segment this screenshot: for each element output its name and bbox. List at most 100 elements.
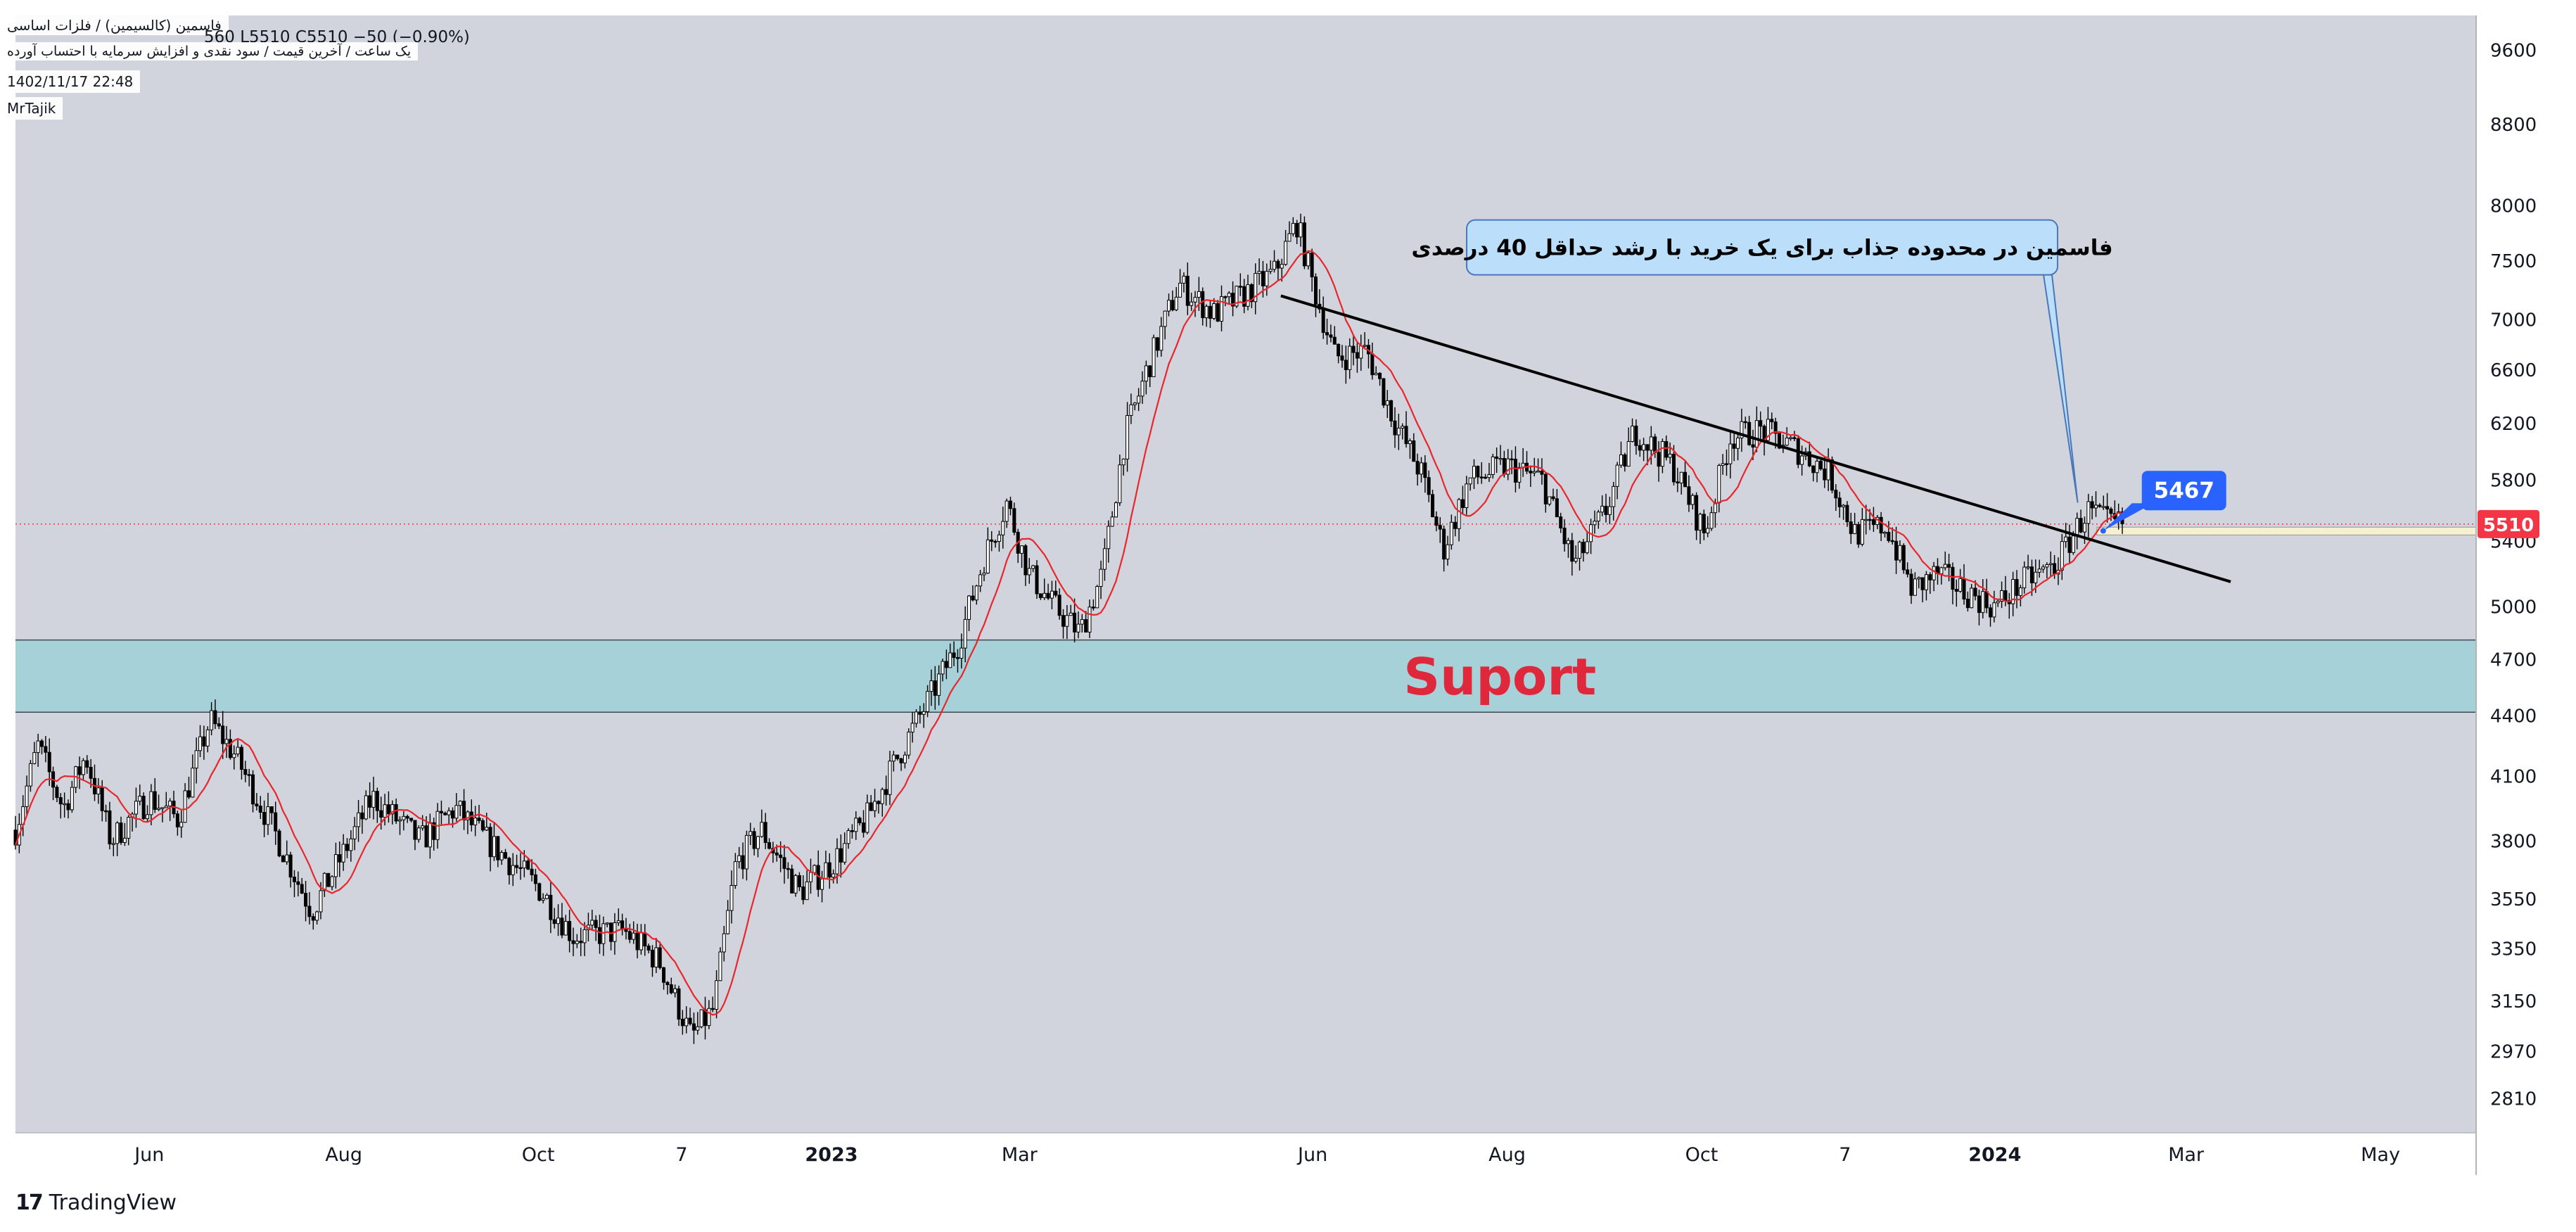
candle: [1114, 501, 1118, 518]
candle: [2045, 562, 2049, 579]
support-zone-layer: Suport: [15, 523, 2477, 713]
candle: [2090, 495, 2094, 520]
candle: [854, 811, 858, 840]
price-band: [2096, 526, 2477, 535]
support-zone[interactable]: [15, 640, 2476, 713]
candle: [1954, 579, 1958, 607]
candle: [345, 838, 349, 858]
trendline[interactable]: [1280, 294, 2231, 583]
candle: [1683, 461, 1688, 488]
candle: [744, 830, 748, 881]
candle: [526, 858, 530, 870]
candle: [1649, 426, 1653, 465]
candle: [1517, 462, 1522, 489]
candle: [217, 717, 221, 730]
candle: [1593, 510, 1597, 534]
candle: [191, 754, 195, 798]
candle: [1642, 438, 1646, 462]
candle: [1121, 458, 1126, 476]
candle: [28, 760, 32, 792]
candle: [1894, 526, 1899, 574]
candle: [1607, 496, 1612, 525]
candle: [1110, 511, 1114, 527]
candle: [1446, 535, 1450, 566]
candle: [496, 836, 500, 868]
candle: [111, 837, 115, 856]
candle: [1555, 488, 1559, 518]
author-name: MrTajik: [0, 97, 63, 120]
x-tick-label: Aug: [1488, 1144, 1526, 1166]
candle: [1491, 453, 1495, 479]
candle: [1348, 338, 1352, 379]
candle: [507, 856, 511, 885]
plot-area[interactable]: [15, 15, 2476, 1133]
candle: [1442, 525, 1446, 572]
candle: [748, 823, 753, 845]
candle: [850, 824, 854, 839]
candle: [782, 844, 786, 884]
candle: [952, 641, 956, 666]
price-note-box[interactable]: [2141, 471, 2226, 511]
candle: [978, 570, 983, 592]
candle: [1268, 260, 1273, 274]
time-axis-bg[interactable]: [15, 1133, 2476, 1175]
candle: [300, 877, 304, 894]
candle: [1920, 577, 1925, 603]
candle: [85, 755, 89, 774]
candle: [790, 864, 794, 894]
candle: [357, 800, 361, 842]
candle: [44, 736, 48, 763]
candle: [971, 585, 975, 602]
candle: [122, 823, 127, 846]
candle: [1815, 458, 1819, 483]
candle: [955, 649, 959, 673]
candle: [1529, 465, 1533, 488]
candle: [2018, 585, 2022, 607]
candle: [492, 822, 496, 861]
candle: [990, 531, 994, 552]
callout-box[interactable]: [1466, 219, 2059, 276]
candle: [1460, 485, 1465, 514]
candle: [1690, 493, 1695, 510]
x-tick-label: 2023: [805, 1144, 857, 1166]
last-price-badge[interactable]: [2478, 509, 2539, 538]
candle: [718, 947, 722, 982]
candle: [1566, 538, 1570, 558]
candle: [590, 909, 594, 930]
candle: [1559, 512, 1563, 533]
candle: [1759, 411, 1763, 439]
candle: [827, 853, 831, 889]
candle: [760, 809, 764, 838]
candle: [2041, 564, 2046, 573]
candle: [1027, 558, 1031, 584]
candle: [383, 794, 387, 826]
candle: [499, 850, 504, 865]
candle: [1159, 317, 1163, 357]
candle: [1668, 442, 1672, 464]
candle: [1163, 310, 1167, 340]
candle: [1102, 538, 1107, 581]
candle: [1313, 273, 1318, 317]
candle: [1389, 400, 1394, 427]
candle: [873, 789, 877, 818]
candle: [876, 800, 881, 814]
candle: [1615, 462, 1619, 500]
candle: [205, 726, 210, 753]
candle: [1532, 457, 1536, 476]
candle: [1076, 611, 1080, 639]
candle: [1981, 578, 1985, 618]
candle: [1928, 572, 1932, 595]
candle: [330, 875, 334, 891]
candle: [673, 984, 677, 998]
candle: [1484, 474, 1488, 479]
candle: [1227, 291, 1231, 304]
candle: [1155, 337, 1159, 357]
y-tick-label: 4700: [2490, 650, 2537, 671]
candle: [213, 699, 217, 730]
candle: [1631, 418, 1635, 443]
candle: [2094, 491, 2098, 517]
tradingview-watermark[interactable]: 𝟭𝟳 TradingView: [15, 1190, 177, 1215]
candle: [326, 872, 331, 887]
x-tick-label: Oct: [522, 1144, 555, 1166]
